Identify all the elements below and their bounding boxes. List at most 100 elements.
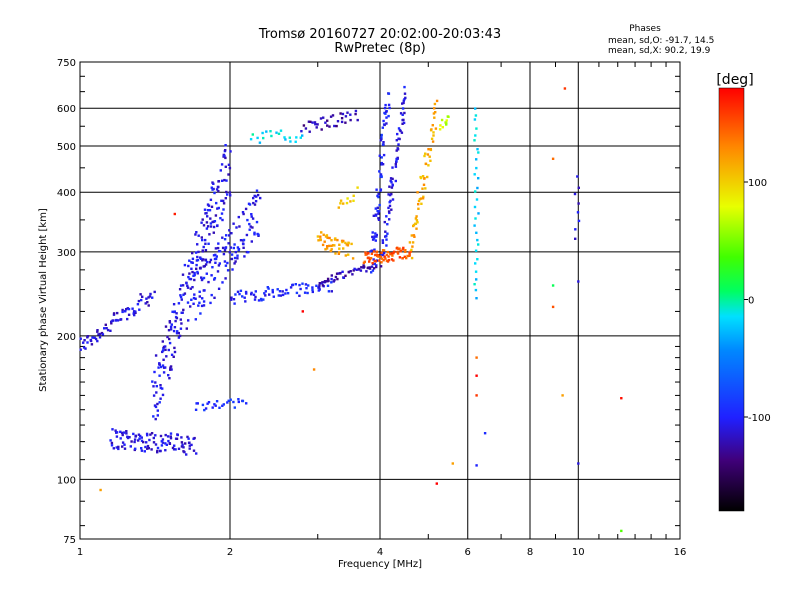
echo-point [173, 346, 176, 350]
echo-point [91, 336, 94, 339]
echo-point [196, 270, 199, 274]
echo-point [267, 287, 270, 290]
echo-point [228, 166, 232, 170]
echo-point [217, 264, 221, 267]
echo-point [236, 290, 240, 293]
echo-point [161, 349, 165, 352]
echo-point [381, 143, 385, 146]
echo-point [380, 137, 383, 141]
echo-point [140, 439, 144, 442]
plot-area: 1 2 4 6 8 10 16 75 100 200 300 400 500 600 750 [57, 58, 686, 558]
echo-point [398, 256, 402, 259]
echo-point [197, 234, 200, 237]
echo-point [330, 244, 333, 248]
echo-point [229, 150, 232, 153]
echo-point [161, 441, 165, 444]
echo-point [411, 245, 414, 248]
echo-point [227, 242, 230, 245]
echo-point [217, 242, 220, 245]
echo-point [212, 225, 216, 229]
echo-point [367, 256, 370, 259]
echo-point [152, 436, 155, 440]
echo-point [388, 193, 392, 197]
echo-point [110, 444, 114, 447]
echo-point [160, 444, 164, 447]
echo-point [167, 329, 171, 332]
echo-point [474, 270, 478, 273]
echo-point [294, 140, 297, 143]
echo-point [620, 397, 623, 400]
echo-point [230, 296, 233, 299]
echo-point [129, 445, 132, 448]
echo-point [473, 283, 476, 286]
echo-point [396, 132, 399, 136]
echo-point [402, 118, 405, 122]
echo-point [236, 246, 240, 249]
echo-point [340, 120, 344, 124]
echo-point [396, 252, 400, 255]
echo-point [183, 292, 187, 295]
echo-point [475, 231, 478, 234]
colorbar-tick-label: -100 [748, 413, 771, 424]
x-tick-label: 2 [227, 547, 233, 558]
echo-point [475, 356, 478, 359]
echo-point [177, 302, 181, 305]
echo-point [391, 177, 394, 181]
echo-point [382, 153, 386, 157]
echo-point [111, 319, 114, 323]
echo-point [332, 280, 335, 283]
echo-point [316, 235, 320, 238]
echo-point [173, 350, 177, 354]
echo-point [277, 294, 280, 297]
echo-point [402, 99, 405, 102]
echo-point [426, 175, 429, 179]
echo-point [321, 243, 325, 247]
echo-point [209, 222, 213, 225]
echo-point [179, 284, 183, 287]
echo-point [295, 136, 298, 139]
echo-point [329, 249, 332, 253]
echo-point [334, 237, 337, 240]
echo-point [473, 139, 476, 142]
echo-point [349, 270, 352, 273]
echo-point [337, 251, 341, 254]
echo-point [164, 366, 167, 369]
echo-point [475, 166, 478, 170]
echo-point [336, 120, 340, 123]
echo-point [399, 250, 402, 253]
echo-point [403, 255, 406, 258]
echo-point [232, 246, 235, 250]
echo-point [302, 124, 306, 127]
echo-point [171, 310, 174, 313]
echo-point [197, 250, 200, 254]
echo-point [221, 246, 225, 250]
echo-point [271, 288, 274, 292]
echo-point [392, 259, 395, 262]
echo-point [185, 327, 188, 330]
echo-point [193, 271, 196, 275]
echo-point [151, 380, 154, 383]
echo-point [177, 447, 181, 450]
echo-point [477, 212, 480, 215]
echo-point [251, 226, 254, 229]
echo-point [179, 294, 182, 297]
echo-point [178, 334, 182, 338]
echo-point [211, 406, 214, 409]
echo-point [356, 186, 359, 189]
echo-point [321, 281, 324, 284]
echo-point [475, 278, 478, 281]
echo-point [475, 394, 478, 397]
echo-point [389, 179, 392, 183]
echo-point [221, 179, 224, 182]
echo-point [221, 281, 224, 284]
echo-point [196, 255, 199, 259]
echo-point [189, 277, 193, 281]
echo-point [182, 446, 185, 449]
echo-point [245, 250, 249, 254]
echo-point [362, 264, 365, 267]
echo-point [477, 243, 480, 246]
echo-point [147, 447, 150, 450]
echo-point [132, 310, 136, 313]
echo-point [387, 92, 391, 95]
echo-point [194, 318, 197, 321]
